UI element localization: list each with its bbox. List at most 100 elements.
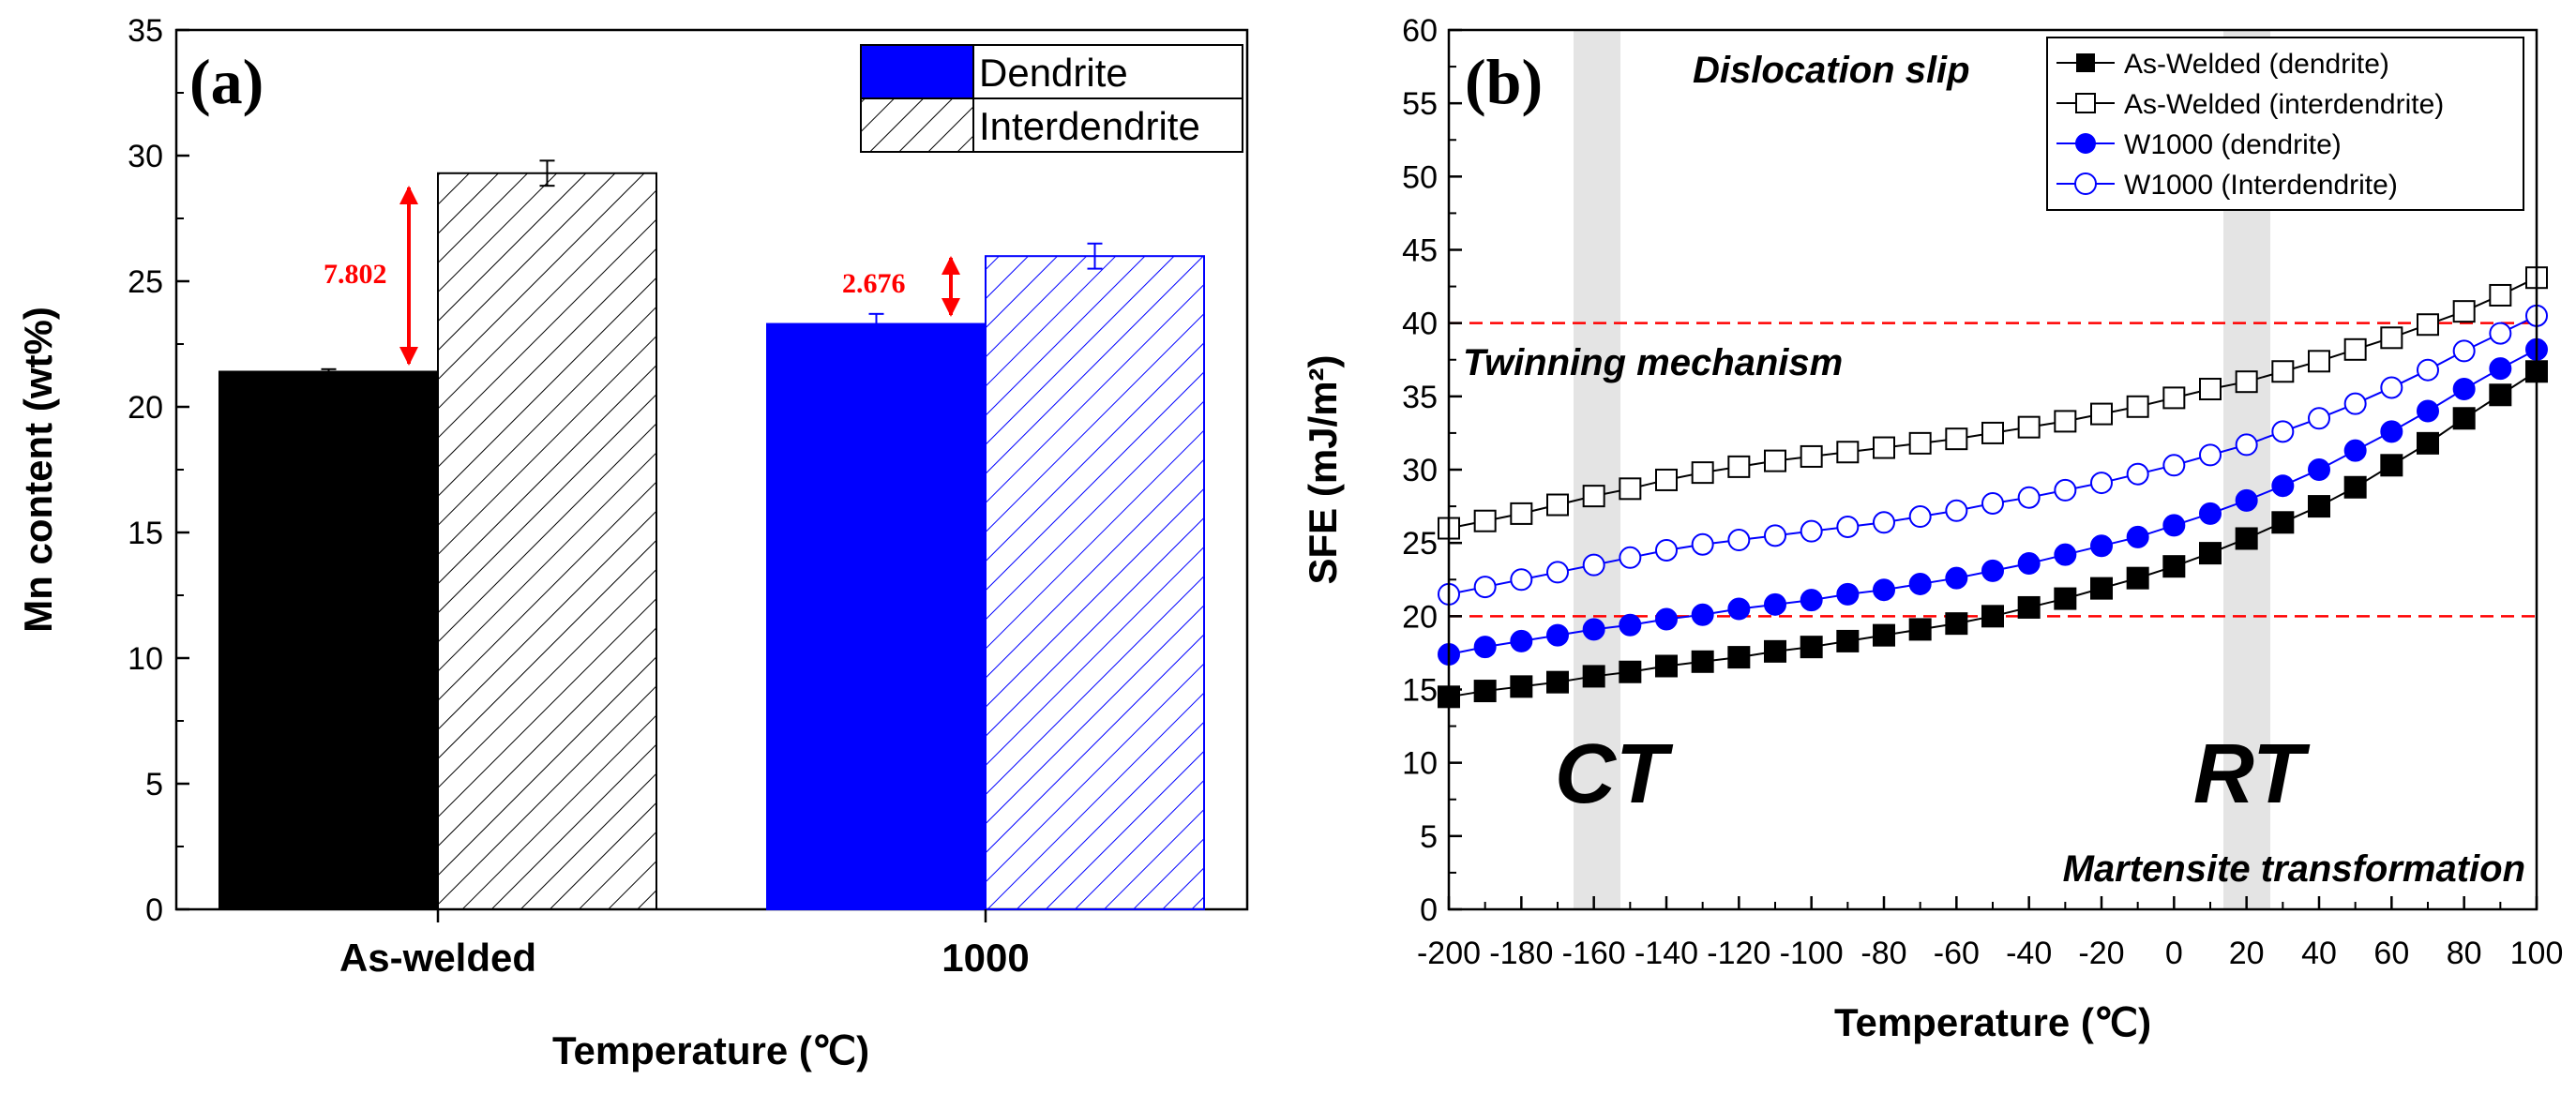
data-point	[2235, 488, 2258, 512]
data-point	[1836, 515, 1860, 538]
legend-label-dendrite: Dendrite	[979, 51, 1128, 95]
x-tick-label: 40	[2301, 936, 2337, 971]
legend-label-w1000-dendrite: W1000 (dendrite)	[2124, 129, 2342, 160]
data-point	[1582, 485, 1605, 508]
data-point	[1619, 660, 1642, 683]
data-point	[2054, 478, 2077, 502]
x-tick-label: -160	[1562, 936, 1626, 971]
data-point	[1908, 431, 1932, 455]
y-tick-label: 10	[128, 641, 163, 677]
data-point	[1510, 675, 1533, 698]
data-point	[2199, 502, 2222, 525]
data-point	[2380, 376, 2403, 399]
diff-label-as-welded: 7.802	[324, 259, 387, 290]
legend-label-w1000-interdendrite: W1000 (Interdendrite)	[2124, 170, 2398, 201]
data-point	[2380, 420, 2403, 443]
y-tick-label: 0	[1420, 892, 1438, 928]
x-tick-label: -200	[1417, 936, 1481, 971]
data-point	[1908, 572, 1932, 595]
data-point	[1908, 618, 1932, 641]
data-point	[1727, 455, 1751, 478]
series-2	[1438, 337, 2548, 666]
x-tick-label: 80	[2447, 936, 2482, 971]
data-point	[2343, 392, 2367, 415]
data-point	[2017, 552, 2041, 576]
panel-b-y-axis: 0 5 10 15 20 25 30 35 40 45 50 55 60	[1402, 13, 1462, 928]
data-point	[2489, 357, 2512, 381]
bar-interdendrite-1000	[985, 255, 1205, 910]
panel-a-label: (a)	[189, 46, 264, 117]
data-point	[1546, 561, 1569, 584]
data-point	[1800, 636, 1823, 659]
data-point	[1945, 499, 1968, 522]
data-point	[1619, 546, 1642, 569]
legend-marker-aw-interdendrite	[2075, 93, 2096, 113]
legend-label-aw-interdendrite: As-Welded (interdendrite)	[2124, 89, 2444, 120]
y-tick-label: 60	[1402, 13, 1438, 49]
y-tick-label: 5	[145, 767, 163, 802]
bar-interdendrite-as-welded	[437, 172, 657, 910]
data-point	[2343, 337, 2367, 361]
y-tick-label: 30	[128, 139, 163, 174]
data-point	[1619, 477, 1642, 501]
data-point	[1473, 680, 1497, 703]
data-point	[1945, 566, 1968, 590]
y-tick-label: 45	[1402, 233, 1438, 269]
data-point	[2417, 358, 2439, 382]
data-point	[2417, 313, 2439, 337]
data-point	[2090, 402, 2113, 426]
data-point	[2126, 525, 2149, 548]
data-point	[2054, 587, 2077, 610]
x-tick-label: -60	[1934, 936, 1980, 971]
data-point	[2017, 595, 2041, 619]
data-point	[1945, 612, 1968, 636]
panel-b-label: (b)	[1465, 46, 1543, 117]
data-point	[2235, 527, 2258, 550]
panel-b-legend: As-Welded (dendrite) As-Welded (interden…	[2046, 37, 2524, 211]
data-point	[2162, 454, 2186, 477]
data-point	[2271, 420, 2295, 443]
x-tick-label: -120	[1707, 936, 1770, 971]
x-tick-label: -80	[1860, 936, 1906, 971]
data-point	[2090, 472, 2113, 495]
data-point	[2380, 454, 2403, 477]
legend-swatch-interdendrite	[860, 97, 974, 153]
data-point	[1619, 613, 1642, 637]
y-tick-label: 30	[1402, 453, 1438, 488]
data-point	[1510, 629, 1533, 652]
data-point	[1727, 646, 1751, 669]
panel-a-bar-chart: 0 5 10 15 20 25 30 35 As-welded 1000 (a) 7.802 2…	[16, 13, 1249, 1072]
panel-b-y-axis-title: SFE (mJ/m²)	[1301, 354, 1345, 584]
bar-dendrite-as-welded	[218, 370, 439, 911]
x-tick-label: 100	[2510, 936, 2564, 971]
data-point	[1800, 444, 1823, 468]
data-point	[1655, 607, 1678, 631]
data-point	[2054, 410, 2077, 433]
data-point	[1473, 636, 1497, 659]
data-point	[2452, 407, 2476, 430]
data-point	[2017, 415, 2041, 439]
data-point	[1908, 505, 1932, 529]
data-point	[2343, 439, 2367, 462]
y-tick-label: 40	[1402, 307, 1438, 342]
data-point	[2235, 433, 2258, 457]
data-point	[2162, 555, 2186, 578]
data-point	[2343, 475, 2367, 499]
annotation-as-welded-diff: 7.802	[324, 186, 418, 366]
legend-box-interdendrite	[972, 97, 1243, 153]
data-point	[1582, 665, 1605, 688]
data-point	[1691, 532, 1714, 556]
data-point	[1473, 576, 1497, 599]
panel-b-x-axis-title: Temperature (℃)	[1834, 1000, 2151, 1044]
panel-a-y-axis: 0 5 10 15 20 25 30 35	[128, 13, 189, 928]
y-tick-label: 50	[1402, 159, 1438, 195]
data-point	[1981, 491, 2004, 515]
band-label-rt: RT	[2193, 727, 2311, 821]
legend-marker-w1000-dendrite	[2075, 133, 2096, 154]
data-point	[2235, 370, 2258, 394]
y-tick-label: 25	[128, 264, 163, 300]
data-point	[1691, 603, 1714, 626]
data-point	[2126, 395, 2149, 418]
data-point	[2308, 458, 2330, 481]
